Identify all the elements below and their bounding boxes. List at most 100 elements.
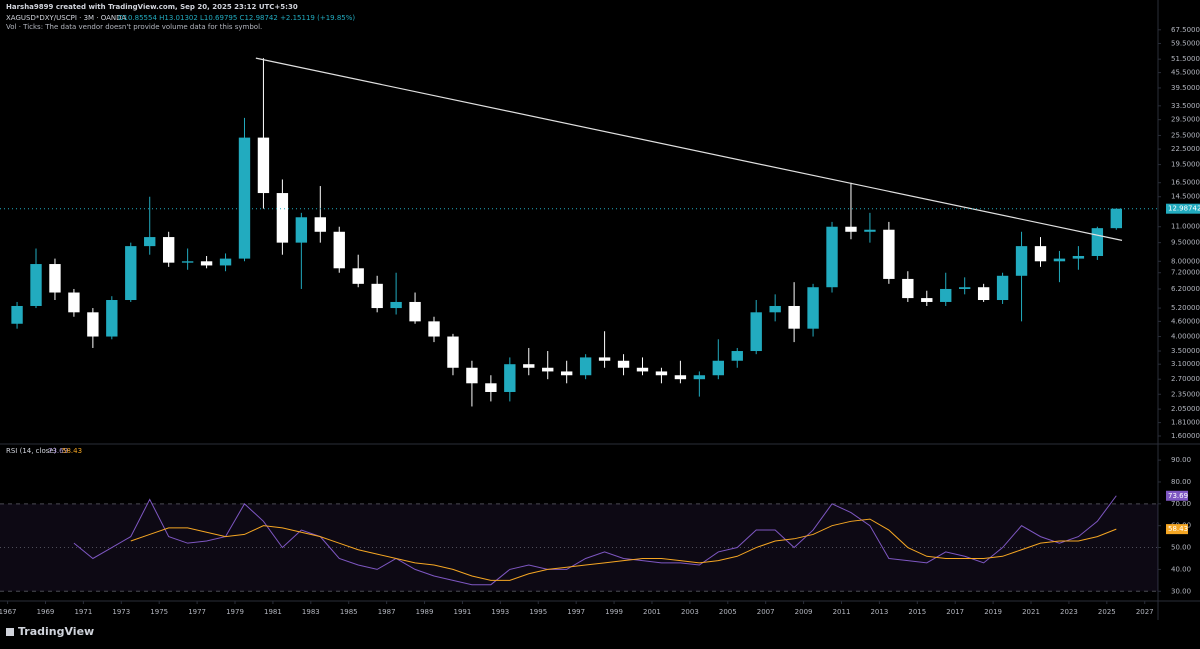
candle-body — [466, 367, 478, 384]
candle-body — [655, 371, 668, 376]
y-tick-label: 25.50000 — [1171, 131, 1200, 139]
y-tick-label: 22.50000 — [1171, 145, 1200, 153]
y-tick-label: 3.50000 — [1171, 347, 1200, 355]
x-tick-label: 2011 — [833, 608, 851, 616]
y-tick-label: 2.35000 — [1171, 390, 1200, 398]
x-tick-label: 2025 — [1098, 608, 1116, 616]
rsi-title: RSI (14, close) — [6, 447, 57, 455]
x-tick-label: 2015 — [908, 608, 926, 616]
rsi-last-label: 58.43 — [1168, 525, 1188, 533]
candle-body — [977, 287, 990, 301]
candle-body — [579, 357, 592, 376]
x-tick-label: 1967 — [0, 608, 16, 616]
y-tick-label: 9.50000 — [1171, 239, 1200, 247]
x-tick-label: 1995 — [529, 608, 547, 616]
y-tick-label: 5.20000 — [1171, 304, 1200, 312]
candle-body — [125, 246, 137, 301]
x-tick-label: 2019 — [984, 608, 1002, 616]
candle-body — [1091, 228, 1104, 256]
x-tick-label: 2017 — [946, 608, 964, 616]
x-tick-label: 1979 — [226, 608, 244, 616]
candle-body — [788, 305, 800, 329]
candle-body — [940, 288, 952, 302]
rsi-last-box — [1166, 524, 1188, 535]
candle-body — [181, 261, 194, 263]
y-tick-label: 4.00000 — [1171, 333, 1200, 341]
candle-body — [409, 301, 421, 322]
x-tick-label: 2007 — [757, 608, 775, 616]
candle-body — [200, 261, 213, 266]
candle-body — [883, 229, 895, 279]
candle-body — [11, 305, 23, 324]
rsi-line — [73, 495, 1117, 586]
candle-body — [674, 375, 687, 380]
candle-body — [390, 301, 402, 309]
candle-body — [49, 264, 61, 293]
volume-note: Vol · Ticks: The data vendor doesn't pro… — [6, 23, 262, 31]
y-tick-label: 14.50000 — [1171, 193, 1200, 201]
x-tick-label: 2021 — [1022, 608, 1040, 616]
rsi-last-box — [1166, 490, 1188, 501]
candle-body — [523, 364, 535, 368]
candle-body — [598, 357, 611, 361]
x-tick-label: 1977 — [188, 608, 206, 616]
candle-body — [485, 383, 497, 392]
y-tick-label: 6.20000 — [1171, 285, 1200, 293]
y-tick-label: 8.00000 — [1171, 257, 1200, 265]
y-tick-label: 16.50000 — [1171, 179, 1200, 187]
candle-body — [731, 351, 743, 361]
ohlc: O10.85554 H13.01302 L10.69795 C12.98742 … — [118, 14, 355, 22]
candle-body — [693, 375, 706, 380]
candle-body — [826, 226, 838, 288]
y-tick-label: 39.50000 — [1171, 84, 1200, 92]
y-tick-label: 3.10000 — [1171, 360, 1200, 368]
symbol: XAGUSD*DXY/USCPI · 3M · OANDA — [6, 14, 126, 22]
x-tick-label: 1999 — [605, 608, 623, 616]
x-tick-label: 2001 — [643, 608, 661, 616]
candle-body — [295, 217, 308, 243]
x-tick-label: 2003 — [681, 608, 699, 616]
brand-name: TradingView — [18, 625, 94, 638]
candle-body — [560, 371, 573, 376]
candle-body — [807, 287, 819, 329]
y-tick-label: 40.00 — [1171, 565, 1191, 573]
candle-body — [712, 360, 724, 376]
x-tick-label: 1969 — [37, 608, 55, 616]
y-tick-label: 90.00 — [1171, 456, 1191, 464]
x-tick-label: 2013 — [870, 608, 888, 616]
rsi-line — [130, 518, 1117, 581]
candle-body — [352, 268, 364, 284]
x-tick-label: 1985 — [340, 608, 358, 616]
x-tick-label: 1997 — [567, 608, 585, 616]
candle-body — [219, 258, 232, 266]
x-tick-label: 1987 — [378, 608, 396, 616]
candle-body — [428, 321, 440, 337]
candle-body — [1034, 246, 1047, 262]
rsi-value: 73.69 — [48, 447, 68, 455]
x-tick-label: 2009 — [795, 608, 813, 616]
brand-logo — [6, 628, 14, 636]
y-tick-label: 2.70000 — [1171, 375, 1200, 383]
x-tick-label: 2023 — [1060, 608, 1078, 616]
y-tick-label: 51.50000 — [1171, 55, 1200, 63]
candle-body — [314, 217, 326, 232]
y-tick-label: 50.00 — [1171, 544, 1191, 552]
y-tick-label: 33.50000 — [1171, 102, 1200, 110]
x-tick-label: 1989 — [416, 608, 434, 616]
candle-body — [333, 231, 345, 269]
candle-body — [996, 275, 1009, 301]
candle-body — [68, 292, 80, 313]
candle-body — [845, 226, 857, 232]
y-tick-label: 30.00 — [1171, 587, 1191, 595]
y-tick-label: 29.50000 — [1171, 116, 1200, 124]
candle-body — [542, 367, 554, 372]
y-tick-label: 11.00000 — [1171, 223, 1200, 231]
x-tick-label: 2027 — [1136, 608, 1154, 616]
last-price-label: 12.98742 — [1168, 205, 1200, 213]
rsi-ma-value: 58.43 — [62, 447, 82, 455]
y-tick-label: 70.00 — [1171, 500, 1191, 508]
x-tick-label: 1993 — [491, 608, 509, 616]
y-tick-label: 1.81000 — [1171, 419, 1200, 427]
brand: TradingView — [6, 625, 94, 638]
